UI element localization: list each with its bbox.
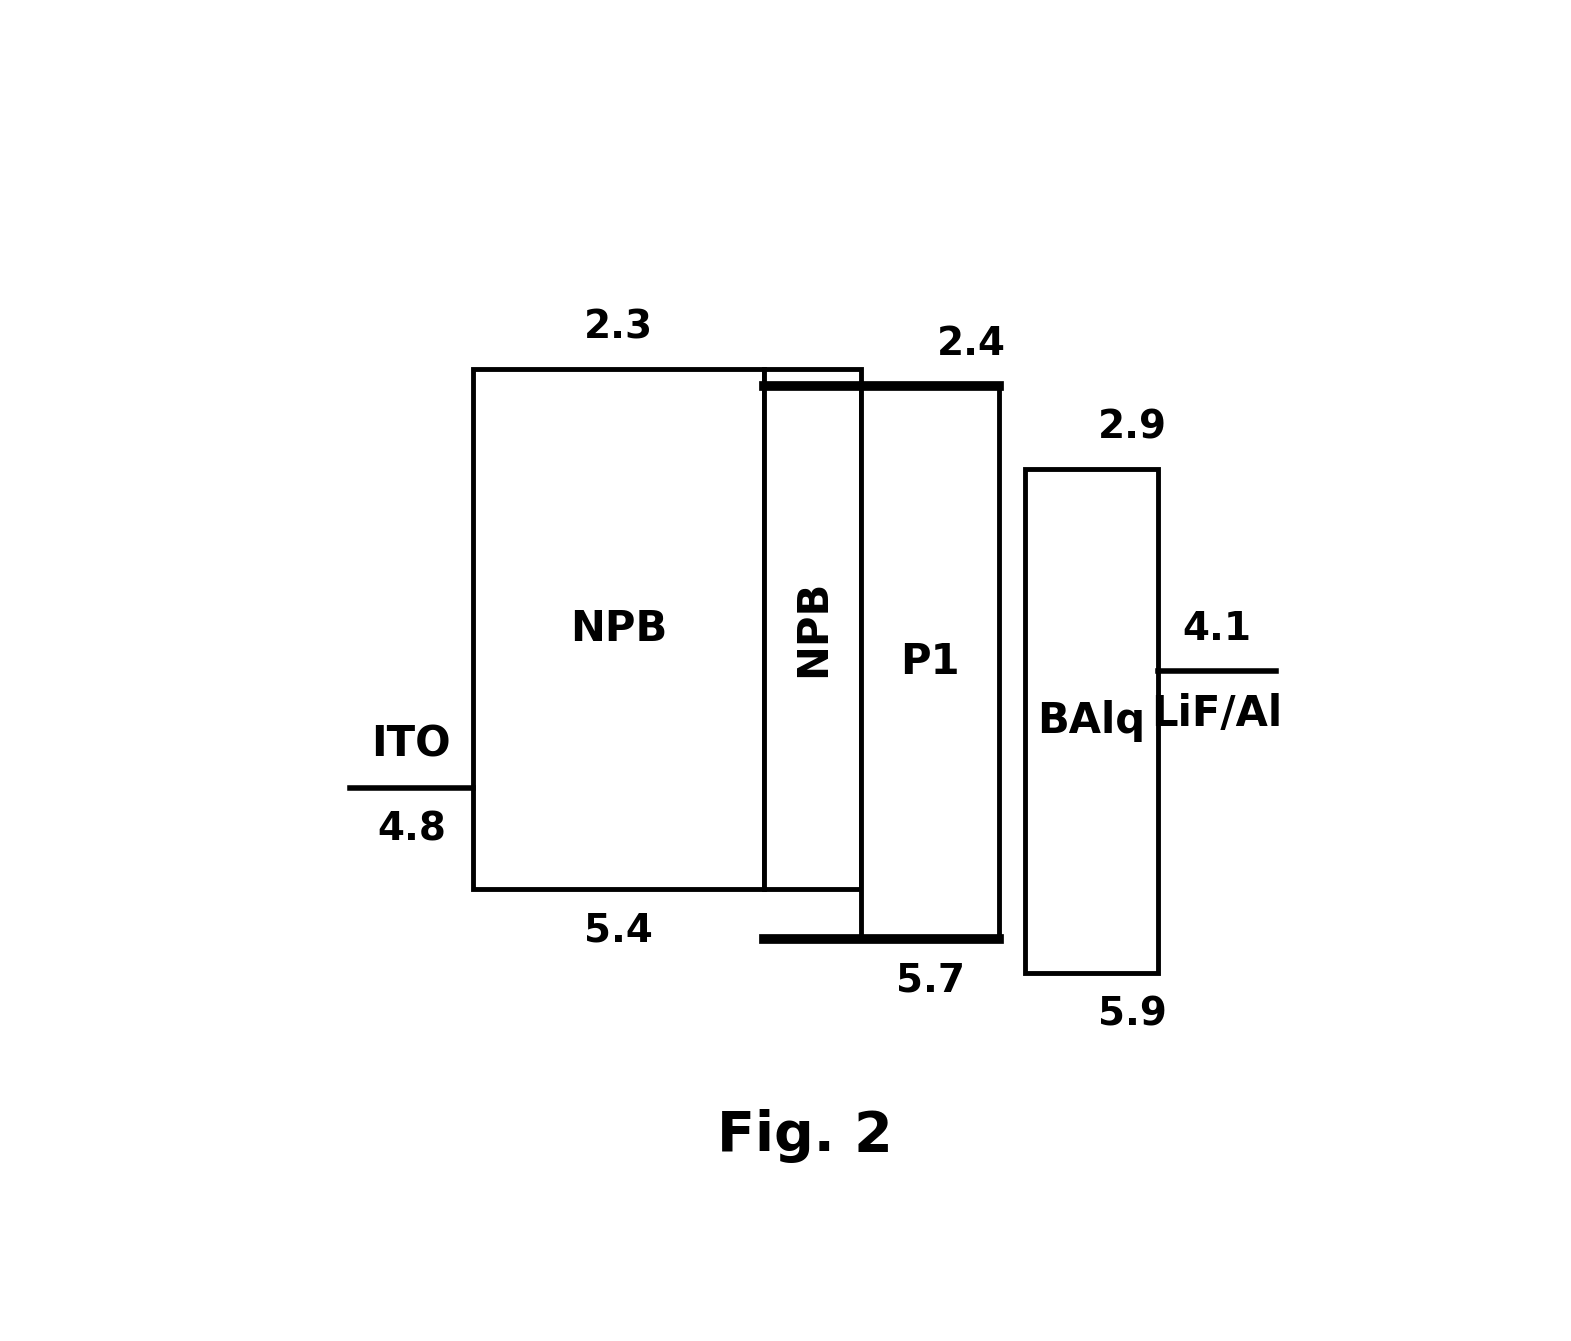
Text: P1: P1 [900, 641, 960, 684]
Text: LiF/Al: LiF/Al [1152, 693, 1282, 735]
Text: Fig. 2: Fig. 2 [718, 1109, 892, 1163]
Text: 2.4: 2.4 [936, 325, 1005, 363]
Text: NPB: NPB [792, 581, 834, 677]
Text: 5.9: 5.9 [1098, 995, 1167, 1034]
Text: 2.9: 2.9 [1098, 409, 1167, 447]
Text: ITO: ITO [372, 724, 451, 766]
Text: 5.7: 5.7 [895, 961, 965, 1000]
Text: 5.4: 5.4 [584, 912, 654, 949]
Text: 4.1: 4.1 [1183, 610, 1251, 648]
Text: NPB: NPB [570, 607, 668, 650]
Bar [764, 369, 861, 889]
Text: BAlq: BAlq [1037, 700, 1145, 742]
Text: 4.8: 4.8 [377, 811, 446, 849]
Text: 2.3: 2.3 [584, 308, 654, 346]
